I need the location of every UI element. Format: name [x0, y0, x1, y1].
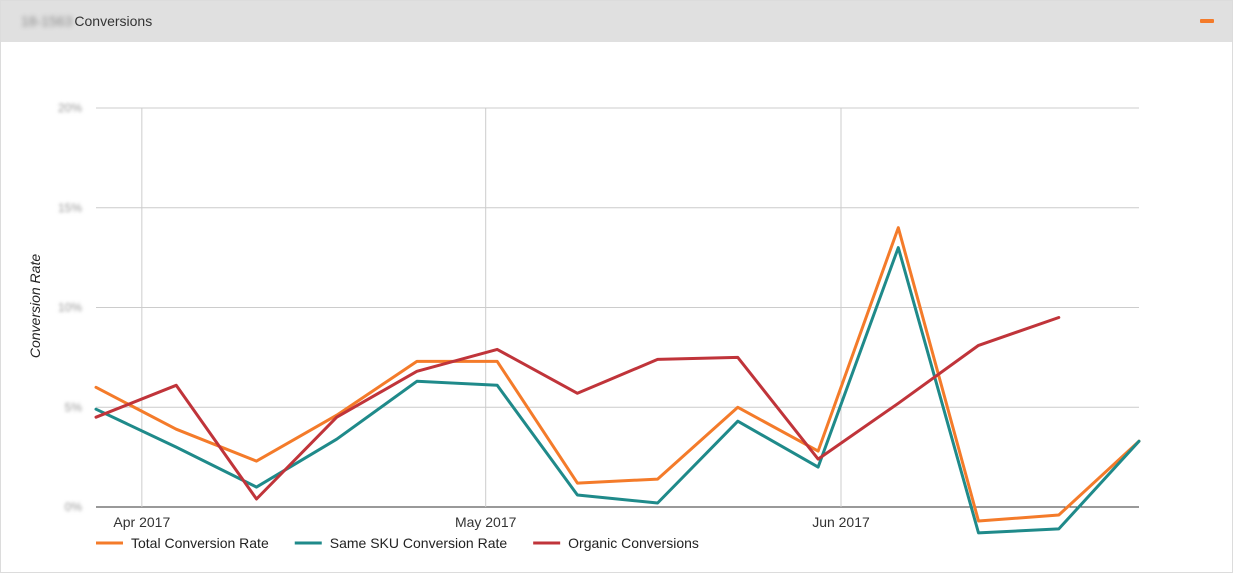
- x-tick-label: Apr 2017: [113, 514, 170, 530]
- series-line-3: [94, 316, 1061, 501]
- legend-label: Organic Conversions: [568, 535, 699, 551]
- x-tick-label: Jun 2017: [812, 514, 870, 530]
- y-tick-label: 10%: [58, 301, 82, 315]
- legend-label: Same SKU Conversion Rate: [330, 535, 508, 551]
- x-axis-ticks: Apr 2017 May 2017 Jun 2017: [113, 514, 870, 530]
- y-tick-label: 15%: [58, 201, 82, 215]
- x-tick-label: May 2017: [455, 514, 517, 530]
- minus-icon: [1200, 19, 1214, 23]
- panel-title: 18-1563 Conversions: [21, 13, 152, 29]
- panel-title-prefix: 18-1563: [21, 13, 73, 29]
- series-line-1: [94, 226, 1141, 523]
- y-axis-label: Conversion Rate: [27, 254, 43, 358]
- panel-header: 18-1563 Conversions: [1, 1, 1232, 42]
- y-tick-label: 20%: [58, 101, 82, 115]
- y-axis-ticks: 0% 5% 10% 15% 20%: [58, 101, 82, 514]
- y-tick-label: 0%: [65, 500, 83, 514]
- series-line-2: [94, 246, 1141, 535]
- series-lines: [94, 226, 1141, 535]
- conversion-chart: 0% 5% 10% 15% 20% Apr 2017 May 2017 Jun 2017 C…: [27, 101, 1141, 551]
- legend-label: Total Conversion Rate: [131, 535, 269, 551]
- collapse-button[interactable]: [1198, 12, 1216, 30]
- grid: [96, 107, 1139, 508]
- panel-title-text: Conversions: [74, 13, 153, 29]
- y-tick-label: 5%: [65, 400, 83, 414]
- legend: Total Conversion Rate Same SKU Conversion…: [96, 535, 699, 551]
